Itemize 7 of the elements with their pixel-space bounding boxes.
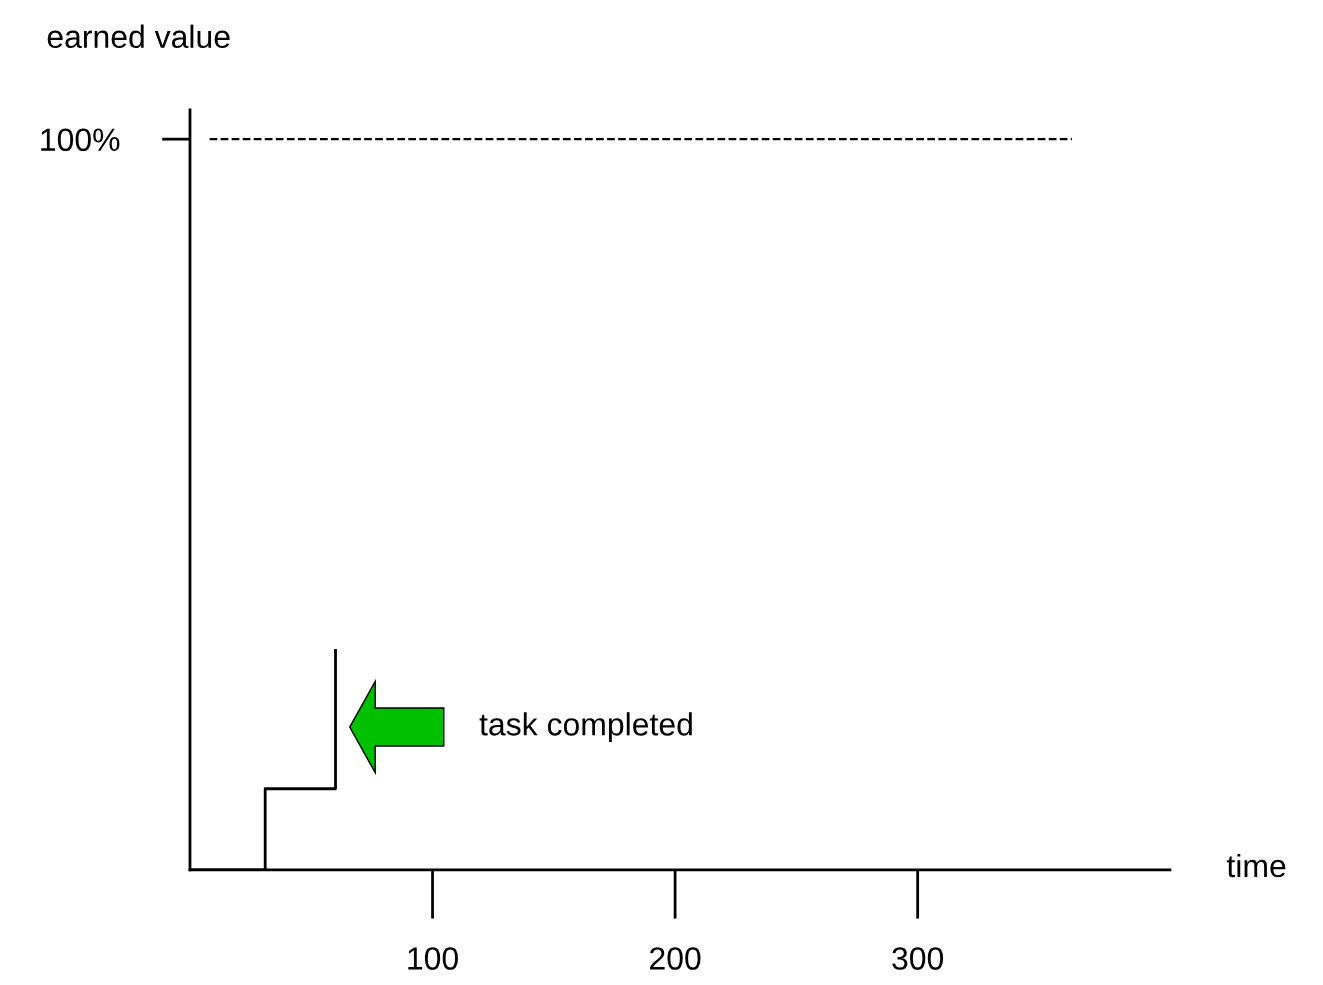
- text: earned value: [47, 24, 230, 49]
- annotation: task completed: [479, 712, 692, 742]
- x-tick-label: 300: [892, 947, 944, 970]
- x-tick-label: 200: [650, 947, 701, 970]
- x-tick-label: 100: [408, 947, 458, 970]
- text: 100%: [41, 128, 120, 152]
- x-axis-title: time: [1226, 853, 1286, 878]
